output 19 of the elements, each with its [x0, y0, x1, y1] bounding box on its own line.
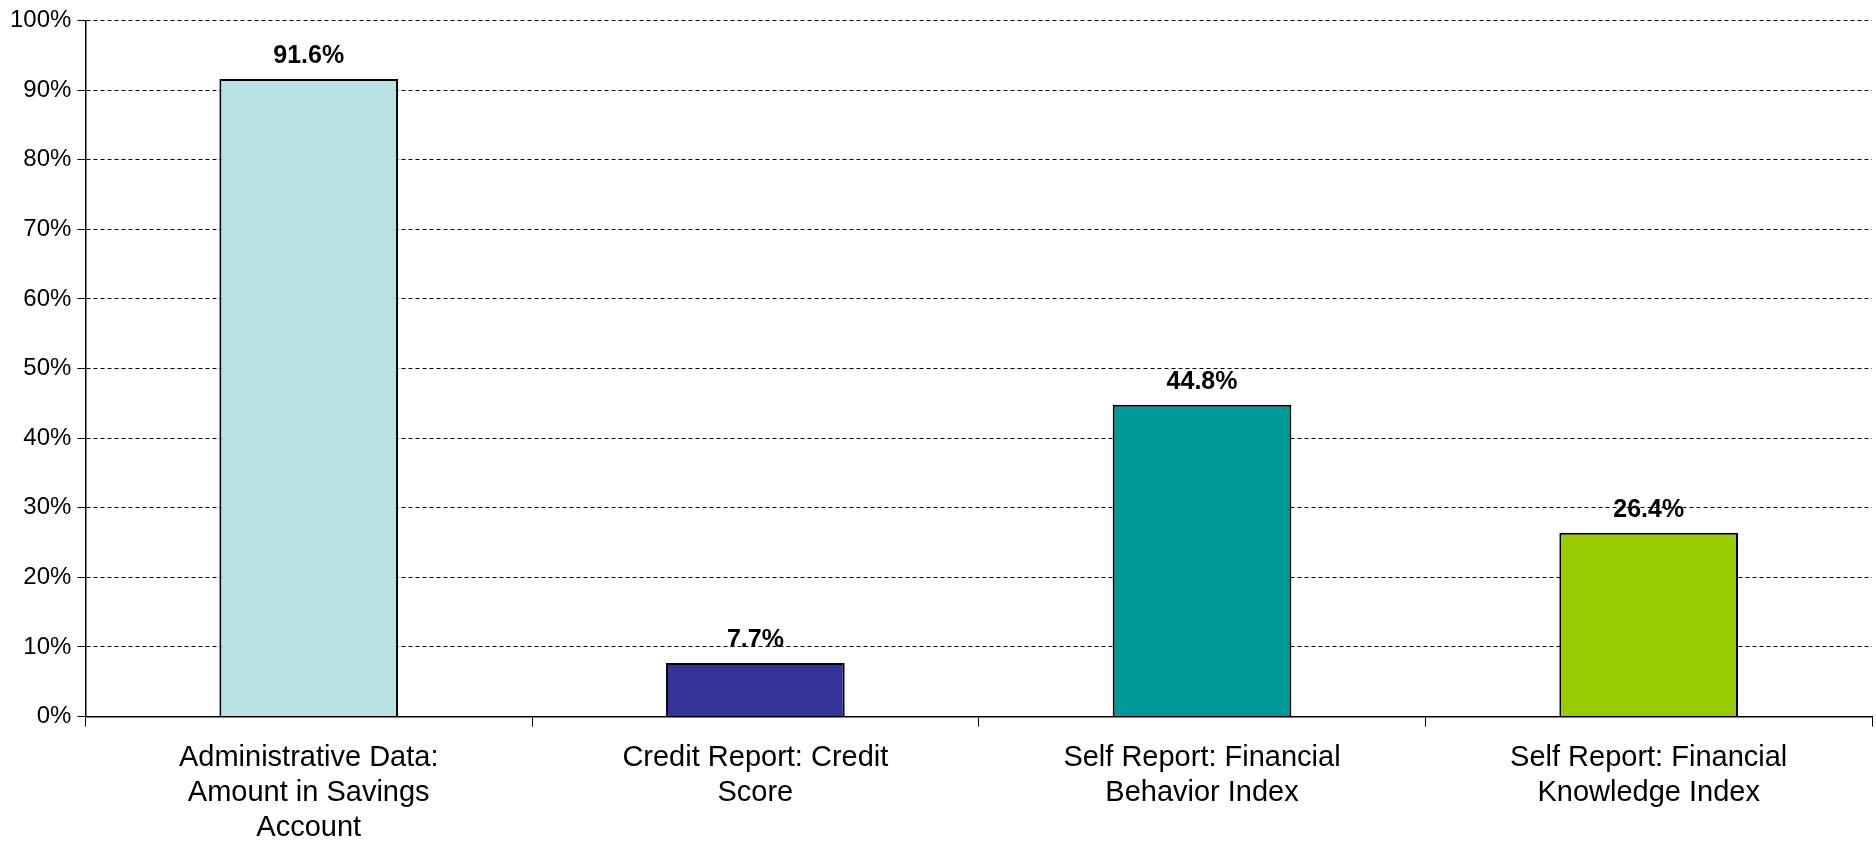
y-tick-label: 50%	[23, 353, 72, 381]
y-tick-label: 40%	[23, 422, 72, 450]
y-tick-label: 80%	[23, 144, 72, 172]
x-tick-label: Administrative Data: Amount in Savings Account	[178, 740, 439, 842]
data-label: 26.4%	[1613, 494, 1685, 523]
y-tick-label: 100%	[9, 5, 72, 33]
x-tick-label: Self Report: Financial Knowledge Index	[1510, 740, 1788, 807]
y-tick-label: 70%	[23, 213, 72, 241]
y-tick-label: 10%	[23, 631, 72, 659]
x-tick-label: Self Report: Financial Behavior Index	[1063, 740, 1341, 807]
y-tick-label: 0%	[36, 701, 72, 729]
y-tick-label: 30%	[23, 492, 72, 520]
data-label: 7.7%	[726, 624, 784, 653]
data-label: 44.8%	[1166, 366, 1238, 395]
y-tick-label: 60%	[23, 283, 72, 311]
data-label: 91.6%	[273, 40, 345, 69]
y-tick-label: 20%	[23, 561, 72, 589]
y-tick-label: 90%	[23, 74, 72, 102]
x-tick-label: Credit Report: Credit Score	[622, 740, 889, 807]
